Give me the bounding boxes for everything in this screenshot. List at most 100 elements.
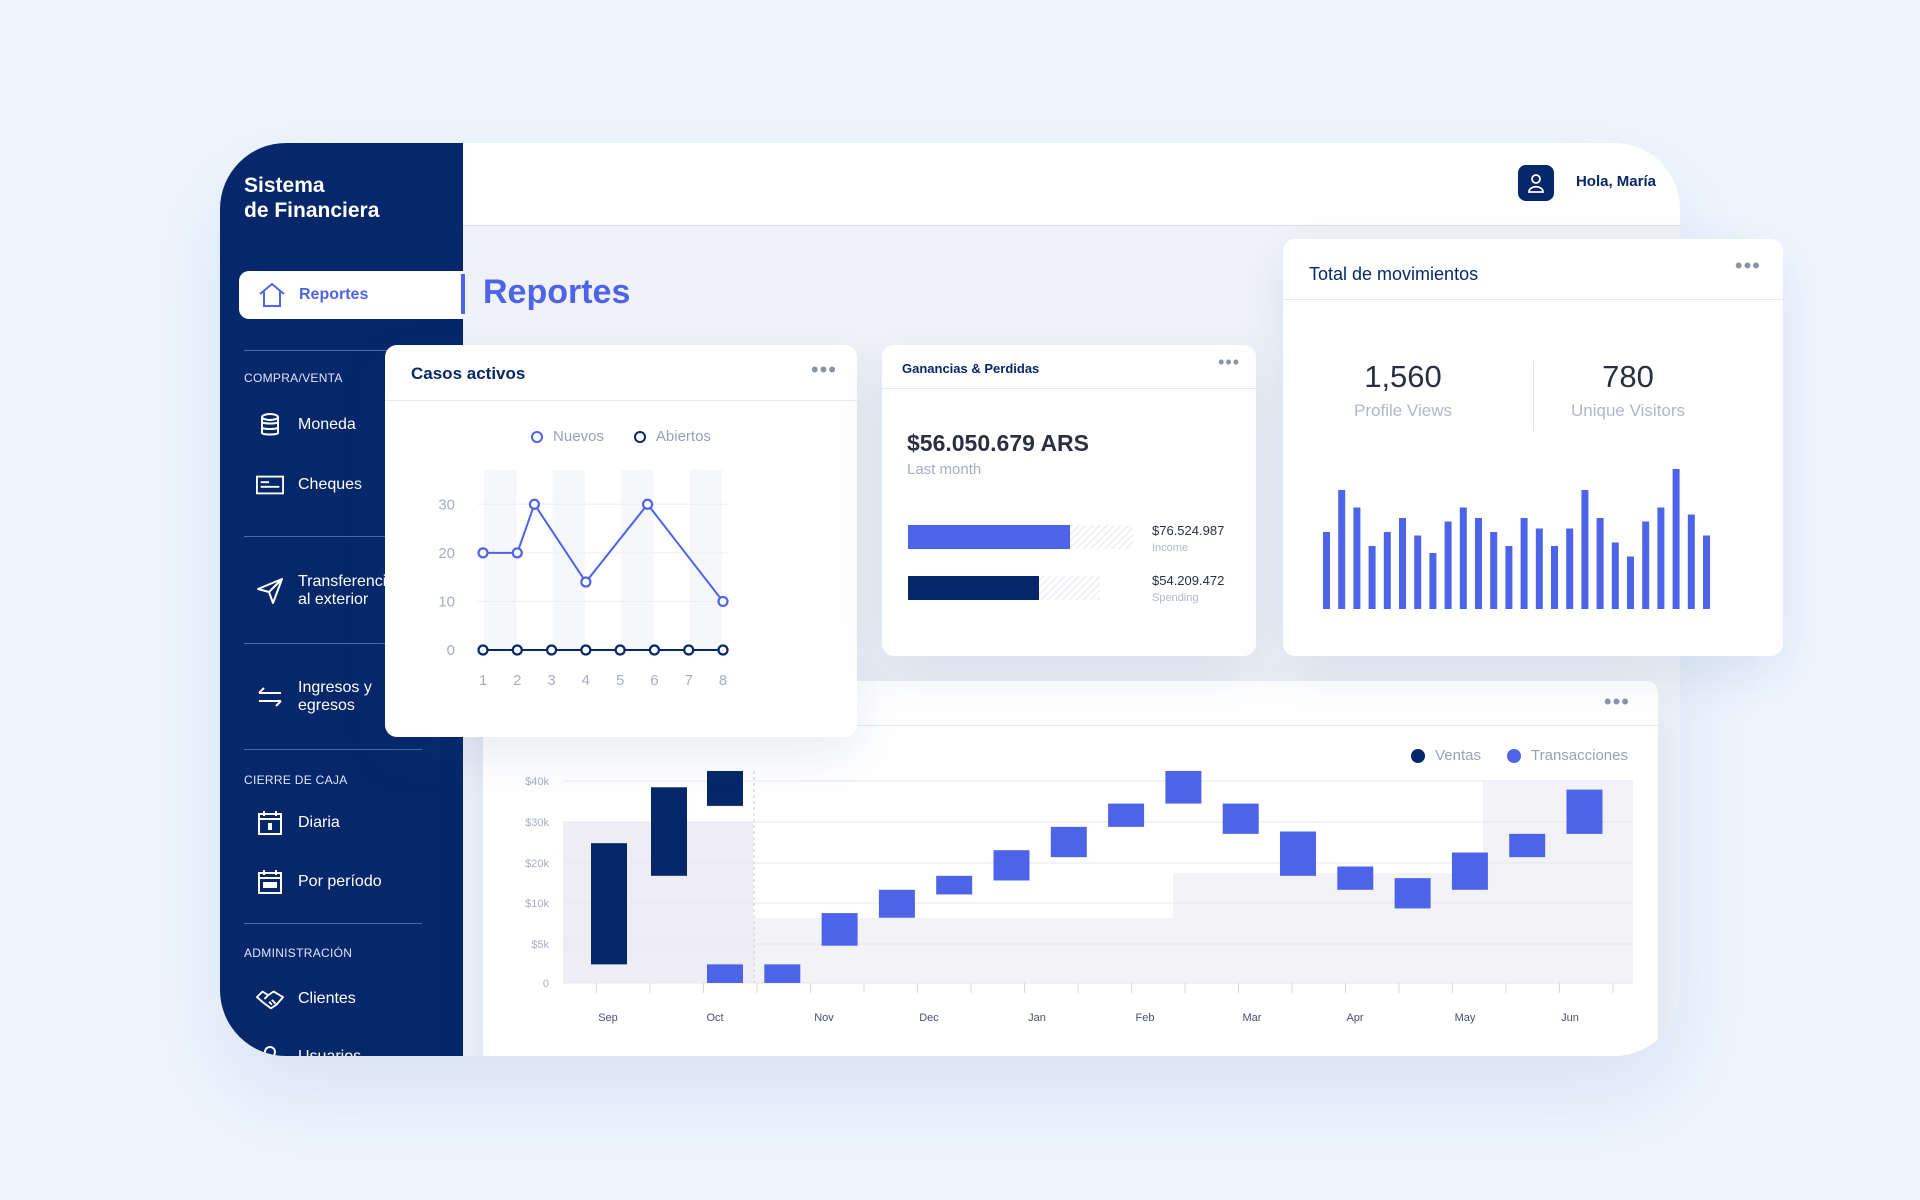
waterfall-bar-transacciones [1337, 866, 1374, 890]
x-tick-label: Nov [814, 1012, 834, 1024]
legend-ventas: Ventas [1411, 747, 1481, 764]
data-point [580, 644, 592, 656]
bar [1399, 518, 1406, 609]
bar [1703, 535, 1710, 609]
sidebar-item-label: Usuarios [298, 1048, 361, 1056]
ganancias-card-header [882, 345, 1256, 389]
x-tick-label: Apr [1346, 1012, 1363, 1024]
send-icon [256, 577, 284, 605]
stat-divider [1533, 361, 1534, 431]
sidebar-item-transferencias[interactable]: Transferencias al exterior [256, 573, 403, 609]
legend-label: Ventas [1435, 747, 1481, 764]
legend-label: Transacciones [1531, 747, 1628, 764]
unique-visitors-value: 780 [1602, 359, 1654, 394]
sidebar-divider [244, 923, 422, 924]
ventas-card: ••• Ventas Transacciones $40k $30k $20k $10… [483, 681, 1658, 1056]
sidebar-item-diaria[interactable]: Diaria [256, 809, 340, 837]
waterfall-bar-transacciones [1394, 878, 1431, 909]
profile-views-label: Profile Views [1354, 401, 1452, 420]
sidebar-item-moneda[interactable]: Moneda [256, 411, 356, 439]
legend-label: Nuevos [553, 428, 604, 445]
calendar-day-icon [256, 809, 284, 837]
bar [1353, 507, 1361, 609]
bar [1444, 521, 1452, 609]
bar [1338, 490, 1346, 609]
bar [1490, 532, 1498, 609]
income-bar-track [908, 525, 1133, 549]
x-tick-label: Dec [919, 1012, 939, 1024]
waterfall-bar-transacciones [1165, 771, 1202, 804]
bar [1551, 546, 1558, 609]
x-tick-label: 5 [616, 672, 624, 689]
spending-label: Spending [1152, 592, 1199, 604]
sidebar-item-label: Diaria [298, 814, 340, 831]
sidebar-item-label: Clientes [298, 990, 356, 1007]
sidebar-item-por-periodo[interactable]: Por período [256, 868, 382, 896]
sidebar-item-clientes[interactable]: Clientes [256, 985, 356, 1013]
x-tick-label: Jan [1028, 1012, 1046, 1024]
y-tick-label: $20k [525, 858, 549, 870]
check-card-icon [256, 471, 284, 499]
page-title: Reportes [483, 273, 631, 311]
sidebar-item-cheques[interactable]: Cheques [256, 471, 362, 499]
casos-line-chart: 0 10 20 30 1 2 3 4 5 6 7 8 [438, 470, 729, 689]
legend-abiertos: Abiertos [633, 428, 711, 445]
waterfall-bar-transacciones [707, 964, 743, 983]
waterfall-bar-transacciones [1108, 803, 1145, 827]
waterfall-bar-transacciones [1280, 831, 1316, 876]
bar [1642, 521, 1650, 609]
bar [1627, 556, 1634, 609]
sidebar-item-label-line-1: Ingresos y [298, 679, 372, 696]
x-tick-label: Mar [1243, 1012, 1262, 1024]
more-menu-icon[interactable]: ••• [810, 357, 837, 382]
more-menu-icon[interactable]: ••• [1218, 352, 1240, 372]
legend-transacciones: Transacciones [1507, 747, 1628, 764]
home-icon [259, 282, 285, 307]
sidebar-item-ingresos-egresos[interactable]: Ingresos y egresos [256, 679, 372, 715]
more-menu-icon[interactable]: ••• [1734, 253, 1761, 278]
x-tick-label: 2 [513, 672, 521, 689]
database-icon [256, 411, 284, 439]
income-label: Income [1152, 542, 1189, 554]
bar [1520, 518, 1528, 609]
y-tick-label: 10 [438, 593, 455, 610]
waterfall-bar-transacciones [936, 875, 973, 895]
brand: Sistema de Financiera [244, 173, 379, 223]
sidebar-item-reportes[interactable]: Reportes [239, 271, 463, 319]
section-compra-venta: COMPRA/VENTA [244, 371, 343, 385]
unique-visitors-stat: 780 Unique Visitors [1548, 359, 1708, 421]
waterfall-bar-transacciones [993, 850, 1030, 881]
bar [1535, 528, 1543, 609]
data-point [545, 644, 558, 656]
chart-column-band [484, 470, 517, 650]
chart-column-band [689, 470, 722, 650]
avatar[interactable] [1518, 165, 1554, 201]
more-menu-icon[interactable]: ••• [1603, 689, 1630, 714]
legend-nuevos: Nuevos [531, 428, 604, 445]
chart-column-band [621, 470, 654, 650]
sidebar-item-usuarios[interactable]: Usuarios [256, 1043, 361, 1056]
bar [1505, 546, 1513, 609]
series-line-nuevos [483, 502, 724, 603]
bar [1611, 542, 1619, 609]
waterfall-bar-ventas [591, 843, 627, 965]
casos-activos-card: Casos activos ••• Nuevos Abiertos 0 10 20 3… [385, 345, 857, 737]
sidebar-divider [244, 536, 422, 537]
ganancias-card: Ganancias & Perdidas ••• $56.050.679 ARS… [882, 345, 1256, 656]
user-icon [1528, 174, 1544, 193]
movimientos-bar-chart [1323, 469, 1710, 609]
data-point [528, 498, 541, 510]
x-tick-label: 3 [547, 672, 555, 689]
ventas-card-header [483, 681, 1658, 726]
y-tick-label: 0 [447, 642, 455, 659]
spending-value: $54.209.472 [1152, 573, 1225, 588]
sidebar-item-label: Moneda [298, 416, 356, 433]
data-point [477, 644, 489, 656]
data-point [511, 547, 523, 559]
legend-dot-icon [1507, 748, 1521, 763]
bar [1581, 490, 1589, 609]
bar [1596, 518, 1604, 609]
bar [1459, 507, 1467, 609]
y-tick-label: $40k [525, 776, 549, 788]
income-bar-fill [908, 525, 1070, 549]
